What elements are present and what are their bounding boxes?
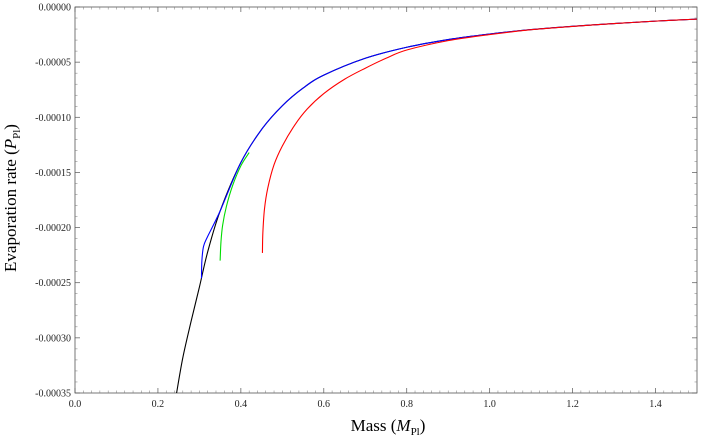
plot-border <box>74 6 698 394</box>
series-line-0 <box>176 18 698 394</box>
y-tick-label: -0.00015 <box>35 168 71 179</box>
plot-frame <box>74 6 698 394</box>
x-tick-label: 1.4 <box>649 399 662 410</box>
x-axis-title: Mass (MPl) <box>351 416 426 436</box>
series-lines <box>176 18 698 394</box>
tick-labels: 0.0 0.2 0.4 0.6 0.8 1.0 1.2 1.4 0.00000 -0.00005 -… <box>35 3 662 411</box>
series-line-2 <box>219 152 250 261</box>
y-tick-label: -0.00010 <box>35 113 71 124</box>
x-tick-label: 0.2 <box>152 399 165 410</box>
x-tick-label: 0.6 <box>318 399 331 410</box>
y-tick-label: 0.00000 <box>39 3 72 14</box>
x-tick-label: 0.4 <box>235 399 248 410</box>
y-tick-label: -0.00035 <box>35 389 71 400</box>
x-tick-label: 1.0 <box>483 399 496 410</box>
y-tick-label: -0.00020 <box>35 223 71 234</box>
x-tick-label: 1.2 <box>566 399 579 410</box>
y-tick-label: -0.00030 <box>35 333 71 344</box>
y-tick-label: -0.00005 <box>35 58 71 69</box>
x-tick-label: 0.0 <box>69 399 82 410</box>
y-tick-label: -0.00025 <box>35 278 71 289</box>
x-tick-label: 0.8 <box>400 399 413 410</box>
axis-ticks <box>74 6 698 394</box>
series-line-1 <box>200 18 698 279</box>
y-axis-title: Evaporation rate (PPl) <box>1 124 23 272</box>
series-line-3 <box>261 18 698 253</box>
